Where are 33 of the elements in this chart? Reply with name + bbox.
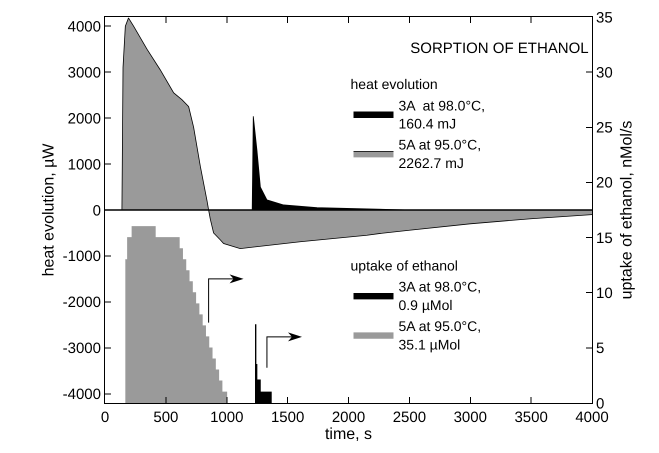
y-tick-label: -1000 — [62, 248, 101, 266]
y2-tick-label: 5 — [596, 340, 604, 358]
y-tick-label: 2000 — [68, 110, 101, 128]
y2-tick-label: 25 — [596, 120, 613, 137]
y-tick-label: 0 — [92, 202, 101, 220]
y-tick-label: 1000 — [68, 156, 101, 174]
annotation: heat evolution — [350, 76, 438, 92]
y2-tick-label: 10 — [596, 284, 613, 302]
annotation: uptake of ethanol — [350, 258, 458, 274]
y-tick-label: 4000 — [68, 18, 101, 36]
y2-tick-label: 15 — [596, 230, 613, 247]
legend-label: 3A at 98.0°C, 160.4 mJ — [398, 97, 486, 132]
legend-label: 5A at 95.0°C, 35.1 µMol — [398, 318, 482, 352]
x-tick-label: 1500 — [270, 409, 304, 426]
legend-label: 5A at 95.0°C, 2262.7 mJ — [398, 136, 482, 171]
y-tick-label: -2000 — [62, 294, 101, 312]
x-tick-label: 3500 — [514, 409, 548, 426]
legend-label: 3A at 98.0°C, 0.9 µMol — [398, 278, 482, 313]
x-tick-label: 500 — [153, 409, 178, 426]
y2-tick-label: 35 — [596, 9, 613, 26]
text: SORPTION OF ETHANOL — [410, 40, 589, 58]
x-tick-label: 1000 — [210, 409, 244, 426]
y-axis-title: heat evolution, µW — [40, 142, 58, 276]
y-tick-label: -4000 — [62, 386, 101, 404]
y2-axis-title: uptake of ethanol, nMol/s — [618, 120, 636, 300]
y-tick-label: -3000 — [62, 340, 101, 358]
x-tick-label: 2000 — [332, 409, 366, 426]
x-tick-label: 3000 — [454, 409, 487, 426]
y-tick-label: 3000 — [68, 64, 101, 82]
x-axis-title: time, s — [324, 426, 372, 443]
y2-tick-label: 30 — [596, 64, 613, 82]
y2-tick-label: 20 — [596, 174, 613, 192]
x-tick-label: 2500 — [392, 409, 426, 426]
